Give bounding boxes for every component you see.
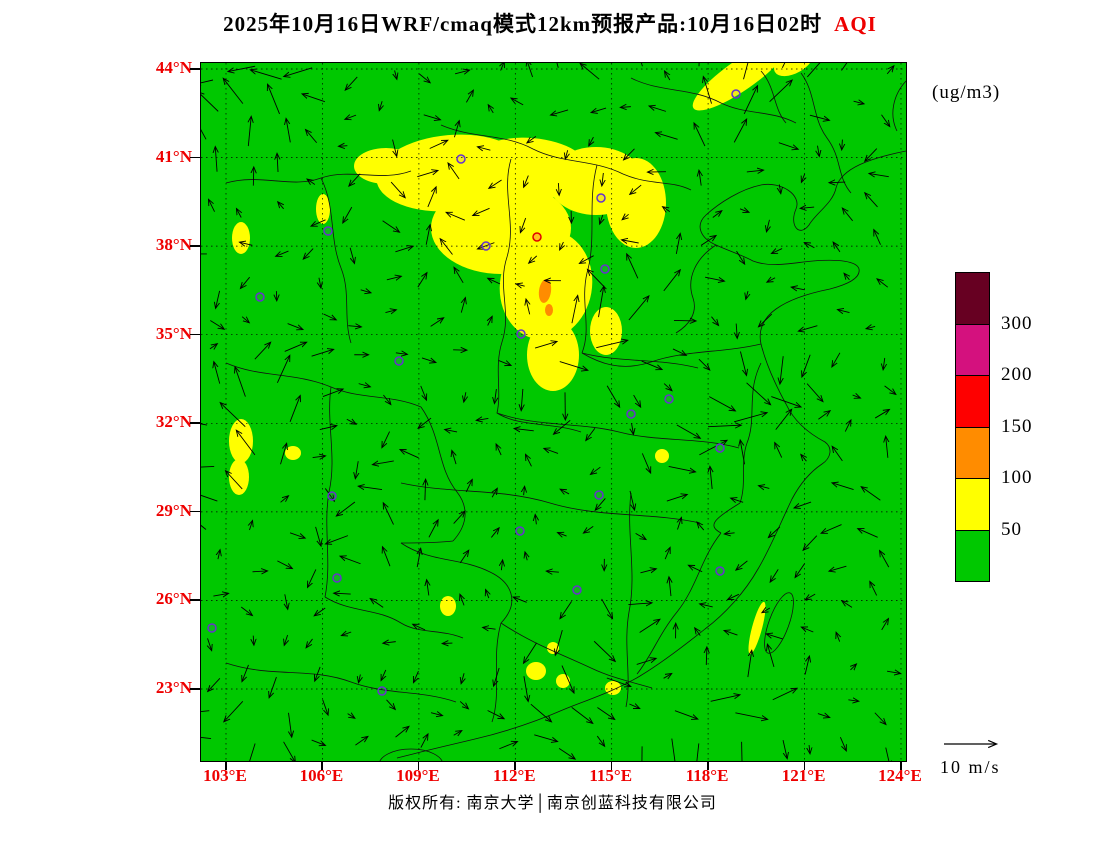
lat-tick-label: 38°N — [155, 235, 192, 255]
colorbar-value-label: 300 — [1001, 312, 1033, 334]
colorbar-legend: 300 200 150 100 50 — [955, 272, 1085, 582]
province-boundaries — [225, 70, 906, 761]
colorbar-swatches — [955, 272, 990, 582]
station-marker — [572, 585, 582, 595]
lat-tick-mark — [190, 333, 200, 336]
lon-tick-label: 106°E — [299, 766, 344, 785]
lat-tick-label: 35°N — [155, 323, 192, 343]
lon-tick-mark — [417, 761, 420, 770]
colorbar-value-label: 150 — [1001, 415, 1033, 437]
page-title: 2025年10月16日WRF/cmaq模式12km预报产品:10月16日02时 A… — [0, 8, 1100, 38]
colorbar-value-label: 100 — [1001, 467, 1033, 488]
lon-tick-label: 112°E — [492, 766, 536, 785]
lon-tick-mark — [321, 761, 323, 770]
lat-tick-label: 23°N — [155, 678, 192, 697]
station-marker — [481, 241, 491, 251]
wind-vectors — [201, 63, 900, 761]
station-marker — [394, 356, 404, 366]
lon-tick-label: 118°E — [685, 766, 729, 785]
lon-tick-label: 121°E — [781, 766, 826, 785]
station-marker — [255, 292, 265, 302]
colorbar-segment — [956, 376, 989, 428]
station-marker — [596, 193, 606, 203]
lat-tick-label: 26°N — [155, 589, 192, 609]
station-marker — [327, 491, 337, 501]
station-marker — [600, 264, 610, 274]
lat-tick-mark — [190, 422, 200, 424]
station-marker — [715, 443, 725, 453]
station-marker — [515, 526, 525, 536]
lon-tick-mark — [707, 761, 709, 770]
lon-tick-label: 109°E — [396, 766, 440, 785]
lon-tick-label: 115°E — [589, 766, 633, 785]
map-canvas — [201, 63, 906, 761]
colorbar-segment — [956, 273, 989, 325]
lat-tick-mark — [190, 68, 200, 70]
station-marker — [332, 573, 342, 583]
copyright-text: 版权所有: 南京大学│南京创蓝科技有限公司 — [388, 795, 717, 812]
colorbar-value-label: 200 — [1001, 364, 1033, 385]
lon-tick-mark — [225, 761, 227, 770]
title-main: 2025年10月16日WRF/cmaq模式12km预报产品:10月16日02时 — [223, 12, 823, 36]
forecast-map — [200, 62, 907, 762]
lat-tick-label: 44°N — [155, 58, 192, 77]
station-markers — [207, 89, 741, 696]
lat-tick-mark — [190, 510, 200, 513]
units-label: (ug/m3) — [932, 82, 1001, 103]
title-variable: AQI — [834, 12, 877, 36]
lon-tick-mark — [900, 761, 902, 770]
lon-tick-label: 103°E — [203, 766, 247, 785]
colorbar-segment — [956, 479, 989, 531]
lat-tick-mark — [190, 245, 200, 247]
lat-tick-mark — [190, 156, 200, 159]
station-marker — [594, 490, 604, 500]
lon-tick-mark — [803, 761, 806, 770]
station-marker — [731, 89, 741, 99]
station-marker — [207, 623, 217, 633]
lon-tick-mark — [610, 761, 613, 770]
lat-tick-mark — [190, 599, 200, 601]
station-marker — [664, 394, 674, 404]
lon-tick-mark — [514, 761, 516, 770]
wind-scale-label: 10 m/s — [940, 757, 1001, 777]
lat-tick-label: 29°N — [155, 500, 192, 520]
lat-tick-label: 32°N — [155, 412, 192, 432]
aqi-patches — [229, 63, 814, 695]
station-marker — [626, 409, 636, 419]
lat-tick-label: 41°N — [155, 146, 192, 166]
colorbar-segment — [956, 530, 989, 581]
station-marker — [715, 566, 725, 576]
station-marker — [516, 329, 526, 339]
lon-tick-label: 124°E — [878, 766, 922, 785]
wind-scale-legend: 10 m/s — [940, 736, 1080, 778]
station-marker-red — [532, 232, 542, 242]
colorbar-segment — [956, 427, 989, 479]
station-marker — [323, 226, 333, 236]
lat-tick-mark — [190, 688, 200, 690]
colorbar-value-label: 50 — [1001, 518, 1022, 540]
station-marker — [377, 686, 387, 696]
colorbar-segment — [956, 324, 989, 376]
station-marker — [456, 154, 466, 164]
wind-scale-arrow-icon — [944, 736, 1010, 752]
